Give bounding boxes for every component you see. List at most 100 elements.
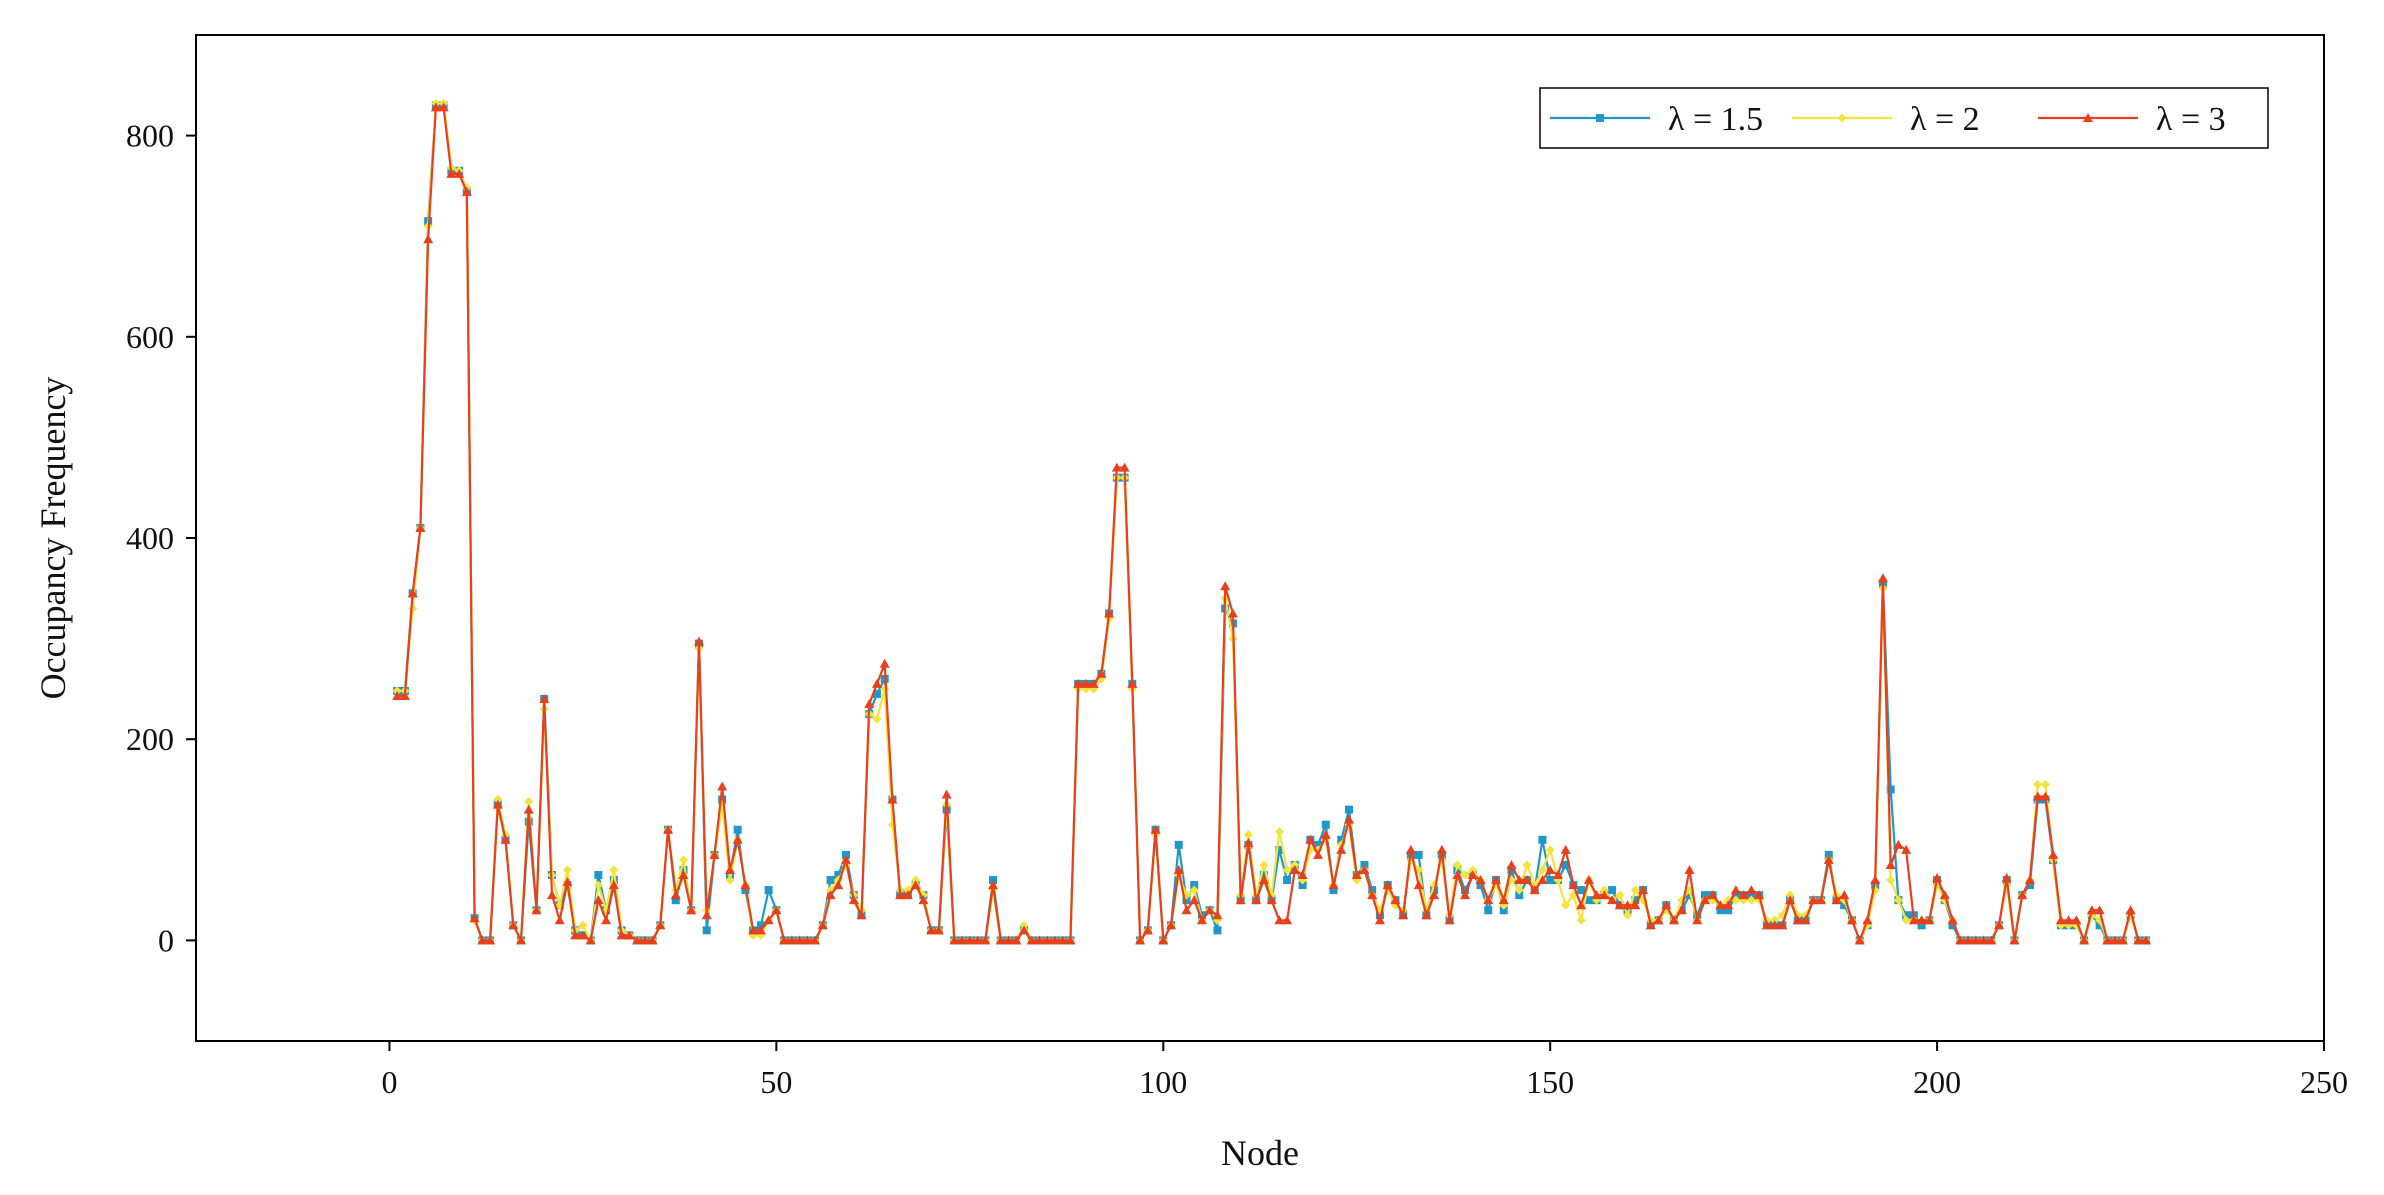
data-point (1692, 915, 1703, 925)
data-point (1583, 875, 1594, 885)
data-point (972, 935, 983, 945)
data-point (802, 935, 813, 945)
data-point (995, 935, 1006, 945)
data-point (1026, 935, 1037, 945)
data-point (1259, 860, 1269, 870)
data-point (1901, 915, 1911, 925)
data-point (639, 935, 650, 945)
data-point (1537, 875, 1548, 885)
data-point (1893, 839, 1904, 849)
data-point (1577, 886, 1586, 895)
data-point (1785, 895, 1796, 905)
data-point (609, 876, 618, 885)
data-point (438, 102, 449, 112)
data-point (593, 880, 603, 890)
data-point (1623, 906, 1632, 915)
data-point (1405, 844, 1416, 854)
data-point (1452, 860, 1462, 870)
x-tick-label: 150 (1526, 1064, 1574, 1100)
data-point (1668, 915, 1679, 925)
data-point (1514, 875, 1525, 885)
data-point (2110, 935, 2121, 945)
legend-swatch-marker (1596, 114, 1604, 122)
data-point (632, 935, 643, 945)
data-point (1908, 915, 1919, 925)
data-point (1902, 911, 1911, 920)
data-point (1135, 935, 1146, 945)
data-point (740, 880, 751, 890)
data-point (1344, 805, 1353, 814)
data-point (1576, 900, 1587, 910)
data-point (701, 910, 712, 920)
data-point (1235, 895, 1246, 905)
data-point (407, 588, 418, 598)
data-point (1320, 829, 1331, 839)
data-point (1190, 881, 1199, 890)
data-point (1599, 890, 1610, 900)
data-point (1475, 875, 1486, 885)
data-point (1003, 935, 1014, 945)
data-point (771, 905, 782, 915)
data-point (2040, 779, 2050, 789)
data-point (1893, 895, 1903, 905)
data-point (1917, 921, 1926, 930)
data-point (686, 905, 697, 915)
data-point (500, 834, 511, 844)
x-tick-label: 200 (1913, 1064, 1961, 1100)
data-point (1724, 906, 1733, 915)
data-point (1491, 875, 1502, 885)
data-point (1368, 886, 1377, 895)
data-point (1715, 900, 1726, 910)
data-point (2079, 935, 2090, 945)
data-point (446, 168, 457, 178)
data-point (1421, 910, 1432, 920)
data-point (1142, 925, 1153, 935)
x-tick-label: 100 (1139, 1064, 1187, 1100)
data-point (1731, 895, 1741, 905)
data-point (523, 804, 534, 814)
data-point (1258, 875, 1269, 885)
x-tick-label: 0 (381, 1064, 397, 1100)
data-point (1220, 581, 1231, 591)
data-point (1840, 901, 1849, 910)
data-point (1336, 844, 1347, 854)
data-point (1545, 845, 1555, 855)
data-point (702, 926, 711, 935)
data-point (1360, 860, 1369, 869)
data-point (1785, 890, 1795, 900)
data-point (1259, 871, 1268, 880)
data-point (2033, 779, 2043, 789)
data-point (423, 234, 434, 244)
data-point (957, 935, 968, 945)
data-point (1243, 830, 1253, 840)
data-point (531, 905, 542, 915)
data-point (941, 789, 952, 799)
data-point (1731, 891, 1740, 900)
data-point (1537, 865, 1547, 875)
data-point (1150, 824, 1161, 834)
data-point (578, 920, 588, 930)
data-point (872, 689, 881, 698)
x-tick-label: 50 (760, 1064, 792, 1100)
data-point (1328, 880, 1339, 890)
data-point (1824, 850, 1833, 859)
data-point (1700, 891, 1709, 900)
data-point (1436, 844, 1447, 854)
data-point (1243, 837, 1254, 847)
data-point (2095, 921, 2104, 930)
data-point (1623, 910, 1633, 920)
data-point (1947, 915, 1958, 925)
data-point (585, 935, 596, 945)
data-point (1452, 870, 1463, 880)
legend-label: λ = 2 (1910, 101, 1980, 138)
data-point (1057, 935, 1068, 945)
data-point (755, 925, 766, 935)
data-point (1515, 891, 1524, 900)
data-point (1568, 880, 1579, 890)
data-point (1723, 900, 1734, 910)
data-point (1275, 845, 1284, 854)
data-point (834, 871, 843, 880)
data-point (562, 865, 572, 875)
data-point (693, 636, 704, 646)
data-point (508, 920, 519, 930)
